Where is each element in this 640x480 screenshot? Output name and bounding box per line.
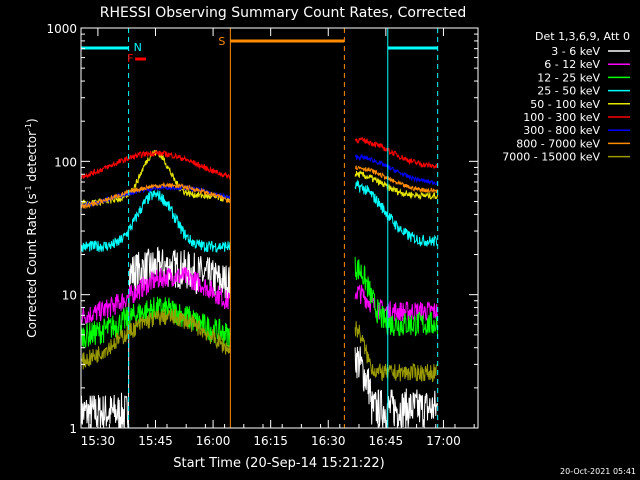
saa-label: S <box>218 35 225 48</box>
series-line <box>354 153 439 186</box>
flare-label: F <box>127 52 133 65</box>
y-tick-label: 1000 <box>46 22 77 36</box>
series-line <box>354 170 439 200</box>
x-tick-label: 15:45 <box>138 434 173 448</box>
legend-label: 50 - 100 keV <box>530 98 600 111</box>
chart-title: RHESSI Observing Summary Count Rates, Co… <box>100 5 466 21</box>
x-tick-label: 15:30 <box>81 434 116 448</box>
series-line <box>80 190 231 254</box>
y-tick-label: 1 <box>69 422 77 436</box>
y-tick-label: 10 <box>62 289 77 303</box>
legend-label: 800 - 7000 keV <box>516 137 600 150</box>
x-axis-label: Start Time (20-Sep-14 15:21:22) <box>173 456 384 471</box>
legend-label: 300 - 800 keV <box>523 124 600 137</box>
y-axis-label: Corrected Count Rate (s-1 detector-1) <box>24 118 39 337</box>
series-line <box>80 181 231 210</box>
series-line <box>354 256 439 337</box>
x-tick-label: 16:15 <box>253 434 288 448</box>
legend-label: 100 - 300 keV <box>523 111 600 124</box>
y-axis-ticks: 1 10 100 1000 <box>46 22 478 436</box>
x-axis-ticks: 15:30 15:45 16:00 16:15 16:30 16:45 17:00 <box>81 28 475 448</box>
x-tick-label: 16:45 <box>369 434 404 448</box>
series-line <box>80 149 231 207</box>
x-tick-label: 16:00 <box>196 434 231 448</box>
series-line <box>354 284 439 323</box>
night-label: N <box>134 41 142 54</box>
series-line <box>354 346 439 429</box>
series-line <box>80 149 231 180</box>
x-tick-label: 17:00 <box>426 434 461 448</box>
series-line <box>80 266 231 325</box>
plot-area: NF S <box>80 28 439 429</box>
series-line <box>354 321 438 383</box>
legend-label: 3 - 6 keV <box>551 45 600 58</box>
series-line <box>354 165 439 194</box>
series-line <box>80 296 231 349</box>
timestamp: 20-Oct-2021 05:41 <box>560 467 636 476</box>
y-tick-label: 100 <box>54 155 77 169</box>
legend-label: 6 - 12 keV <box>544 58 600 71</box>
legend-label: 12 - 25 keV <box>537 71 600 84</box>
series-line <box>354 136 439 169</box>
series-line <box>80 308 231 370</box>
plot-frame <box>80 27 479 429</box>
legend-title: Det 1,3,6,9, Att 0 <box>535 30 630 43</box>
series-line <box>80 246 231 429</box>
series-line <box>354 179 438 247</box>
x-tick-label: 16:30 <box>311 434 346 448</box>
legend-label: 7000 - 15000 keV <box>502 151 600 164</box>
legend-label: 25 - 50 keV <box>537 85 600 98</box>
